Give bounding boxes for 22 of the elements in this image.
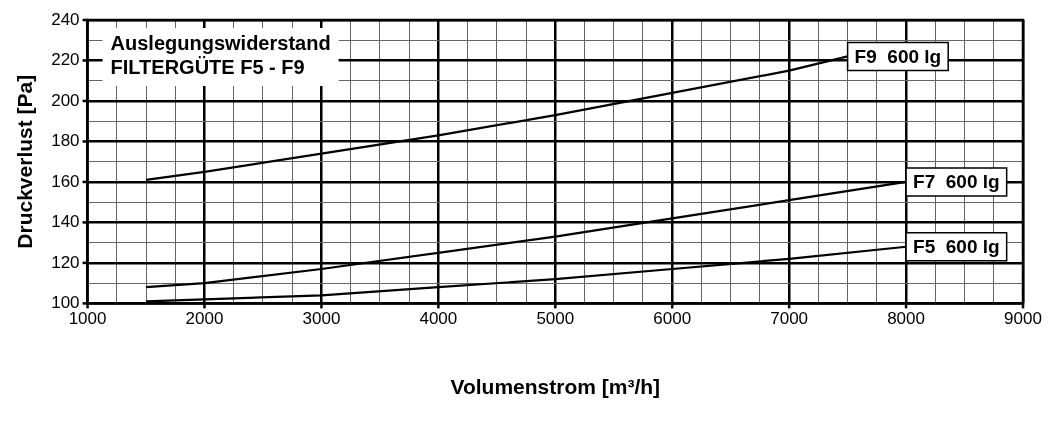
series-label: F7 600 lg bbox=[913, 171, 1000, 193]
y-tick-label: 220 bbox=[51, 50, 80, 70]
y-tick-label: 180 bbox=[51, 131, 80, 151]
x-tick-label: 7000 bbox=[770, 309, 809, 329]
series-label: F9 600 lg bbox=[854, 45, 942, 67]
annotation: Auslegungswiderstand bbox=[110, 31, 331, 54]
y-axis-title: Druckverlust [Pa] bbox=[13, 74, 37, 249]
x-tick-label: 5000 bbox=[536, 309, 575, 329]
x-axis-title: Volumenstrom [m³/h] bbox=[450, 375, 661, 399]
x-tick-label: 3000 bbox=[302, 309, 341, 329]
x-tick-label: 6000 bbox=[653, 309, 692, 329]
y-tick-label: 240 bbox=[51, 9, 80, 29]
x-tick-label: 9000 bbox=[1004, 309, 1042, 329]
y-tick-label: 160 bbox=[51, 171, 80, 191]
x-tick-label: 8000 bbox=[887, 309, 925, 329]
series-label: F5 600 lg bbox=[913, 235, 1000, 257]
y-tick-label: 200 bbox=[51, 90, 80, 110]
y-tick-label: 120 bbox=[51, 252, 80, 272]
y-tick-label: 140 bbox=[51, 212, 80, 232]
x-tick-label: 4000 bbox=[419, 309, 458, 329]
annotation: FILTERGÜTE F5 - F9 bbox=[110, 55, 305, 78]
x-tick-label: 2000 bbox=[185, 309, 224, 329]
